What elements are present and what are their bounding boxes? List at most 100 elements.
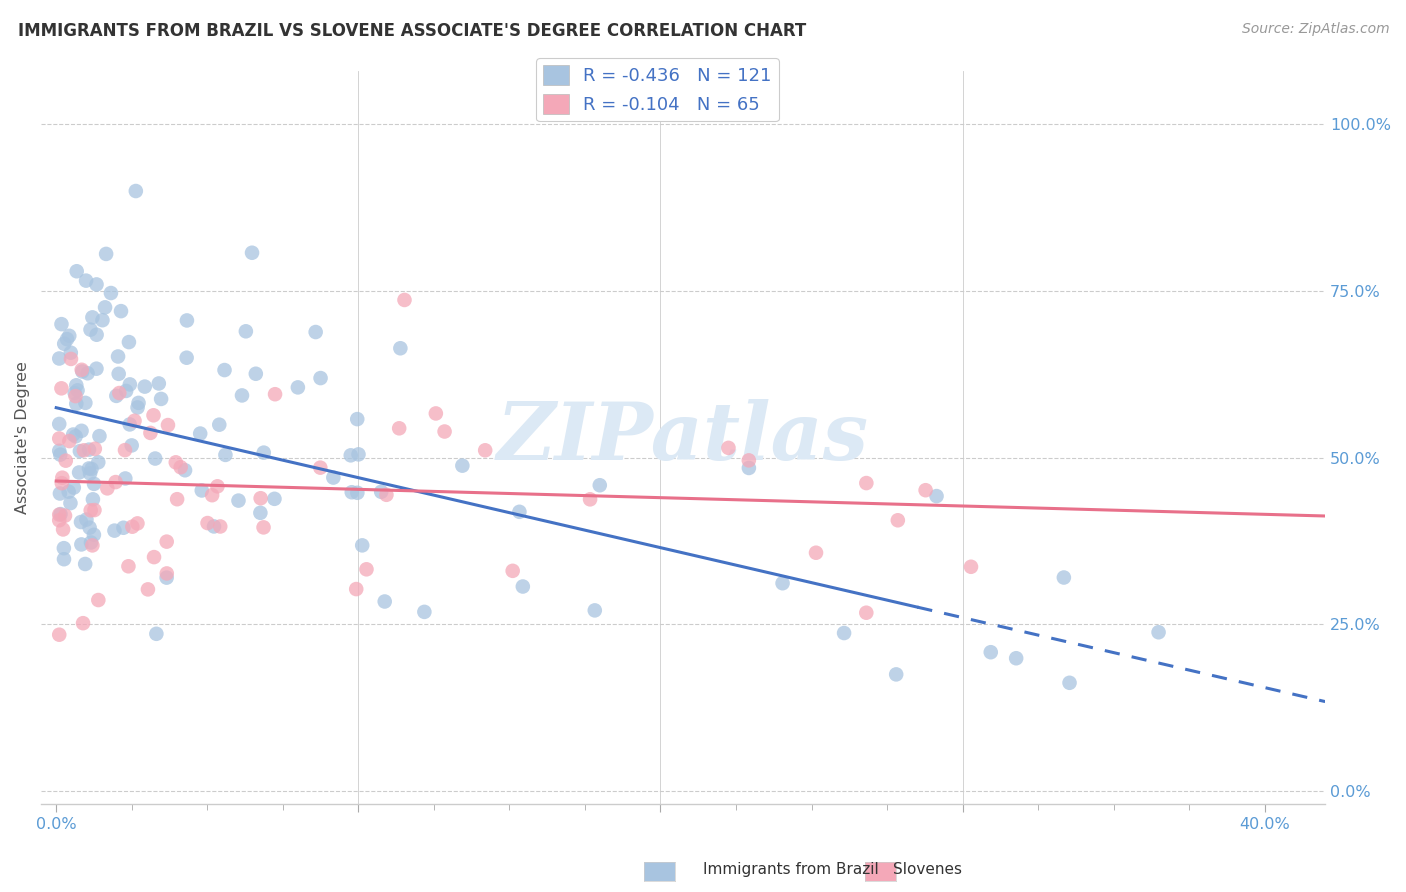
Point bbox=[887, 513, 910, 527]
Point bbox=[322, 470, 344, 484]
Point bbox=[75, 557, 97, 571]
Point bbox=[197, 516, 219, 530]
Point bbox=[118, 417, 141, 432]
Point bbox=[49, 507, 72, 521]
Point bbox=[579, 492, 602, 507]
Text: IMMIGRANTS FROM BRAZIL VS SLOVENE ASSOCIATE'S DEGREE CORRELATION CHART: IMMIGRANTS FROM BRAZIL VS SLOVENE ASSOCI… bbox=[18, 22, 807, 40]
Point bbox=[67, 466, 90, 480]
Point bbox=[347, 447, 370, 461]
Point bbox=[253, 445, 276, 459]
Point bbox=[70, 537, 93, 551]
Point bbox=[58, 328, 80, 343]
Point bbox=[58, 484, 80, 499]
Point bbox=[82, 310, 104, 325]
Point bbox=[59, 351, 82, 366]
Point bbox=[166, 492, 188, 507]
Point bbox=[340, 485, 363, 500]
Point bbox=[105, 389, 128, 403]
Point bbox=[772, 576, 794, 591]
Point bbox=[127, 516, 149, 531]
Point bbox=[128, 396, 150, 410]
Point bbox=[91, 313, 114, 327]
Point bbox=[309, 371, 332, 385]
Point bbox=[66, 264, 89, 278]
Point bbox=[75, 512, 97, 526]
Point bbox=[804, 546, 827, 560]
Point bbox=[145, 627, 167, 641]
Point bbox=[89, 429, 111, 443]
Point bbox=[370, 484, 392, 499]
Point bbox=[174, 463, 197, 477]
Point bbox=[346, 485, 368, 500]
Point bbox=[252, 520, 274, 534]
Point bbox=[231, 388, 253, 402]
Point bbox=[375, 488, 398, 502]
Point bbox=[51, 317, 73, 331]
Point bbox=[66, 384, 89, 398]
Point bbox=[80, 535, 103, 549]
Point bbox=[143, 451, 166, 466]
Point bbox=[240, 245, 263, 260]
Point bbox=[502, 564, 524, 578]
Point bbox=[48, 628, 70, 642]
Point bbox=[717, 441, 740, 455]
Point bbox=[79, 521, 101, 535]
Point bbox=[53, 336, 76, 351]
Point bbox=[94, 247, 117, 261]
Point bbox=[136, 582, 159, 597]
Point bbox=[389, 341, 412, 355]
Point bbox=[344, 582, 367, 596]
Point bbox=[108, 386, 131, 401]
Point bbox=[433, 425, 456, 439]
Point bbox=[451, 458, 474, 473]
Point bbox=[346, 412, 368, 426]
Point bbox=[228, 493, 250, 508]
Point bbox=[170, 460, 193, 475]
Point bbox=[124, 414, 146, 428]
Point bbox=[87, 593, 110, 607]
Point bbox=[72, 616, 94, 631]
Point bbox=[134, 379, 156, 393]
Point bbox=[191, 483, 214, 498]
Point bbox=[249, 506, 271, 520]
Point bbox=[63, 386, 86, 401]
Point bbox=[77, 461, 100, 475]
Point bbox=[65, 429, 87, 443]
Point bbox=[305, 325, 328, 339]
Point bbox=[176, 313, 198, 327]
Point bbox=[65, 378, 87, 392]
Point bbox=[512, 580, 534, 594]
Point bbox=[79, 467, 101, 481]
Point bbox=[115, 384, 138, 398]
Point bbox=[94, 301, 117, 315]
Point bbox=[55, 453, 77, 467]
Point bbox=[56, 332, 79, 346]
Point bbox=[1005, 651, 1028, 665]
Y-axis label: Associate's Degree: Associate's Degree bbox=[15, 361, 30, 514]
Point bbox=[86, 361, 108, 376]
Point bbox=[235, 324, 257, 338]
Point bbox=[107, 367, 129, 381]
Point bbox=[53, 552, 76, 566]
Point bbox=[59, 345, 82, 359]
Point bbox=[80, 503, 103, 517]
Point bbox=[1147, 625, 1170, 640]
Point bbox=[201, 488, 224, 502]
Point bbox=[51, 471, 73, 485]
Point bbox=[209, 519, 232, 533]
Point bbox=[86, 277, 108, 292]
Point bbox=[75, 274, 97, 288]
Point bbox=[72, 364, 94, 378]
Point bbox=[121, 438, 143, 452]
Point bbox=[117, 559, 139, 574]
Point bbox=[118, 335, 141, 350]
Point bbox=[80, 462, 103, 476]
Point bbox=[51, 381, 73, 395]
Point bbox=[48, 443, 70, 458]
Point bbox=[125, 184, 148, 198]
Point bbox=[388, 421, 411, 435]
Point bbox=[127, 401, 149, 415]
Point bbox=[76, 366, 98, 380]
Point bbox=[855, 606, 877, 620]
Point bbox=[156, 534, 179, 549]
